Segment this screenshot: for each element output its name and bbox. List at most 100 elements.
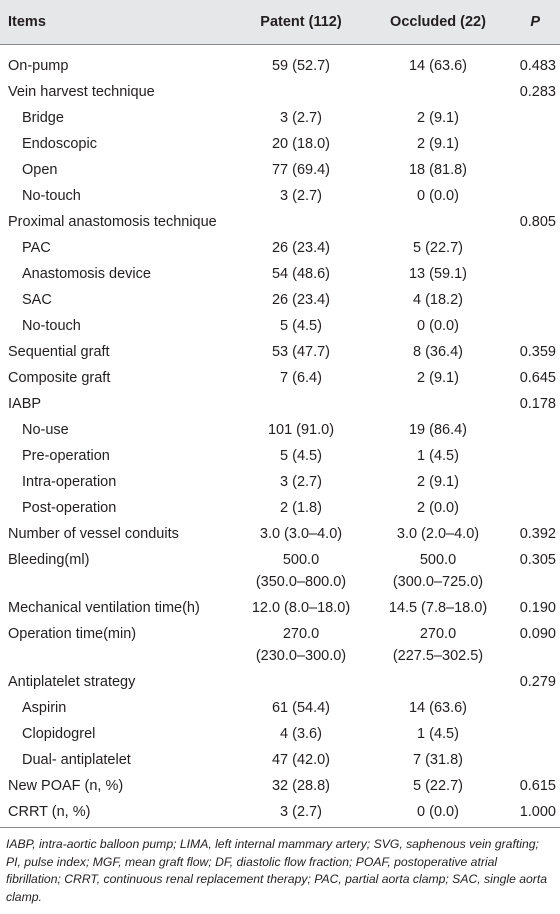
cell: [370, 79, 506, 105]
row: Vein harvest technique 0.283: [0, 79, 560, 105]
cell: 14 (63.6): [408, 58, 468, 74]
sub-row: No-touch 5 (4.5) 0 (0.0): [0, 313, 560, 339]
row-label: Sequential graft: [8, 344, 110, 360]
row-label: New POAF (n, %): [8, 778, 124, 794]
row-label: Antiplatelet strategy: [8, 674, 136, 690]
sub-row: Anastomosis device 54 (48.6) 13 (59.1): [0, 261, 560, 287]
row-label: Operation time(min): [8, 626, 137, 642]
cell: [370, 391, 506, 417]
cell: 7 (6.4): [280, 370, 322, 386]
cell: 0.645: [519, 370, 556, 386]
cell: 4 (3.6): [280, 726, 322, 742]
cell: 12.0 (8.0–18.0): [251, 600, 351, 616]
sub-row: Aspirin 61 (54.4) 14 (63.6): [0, 695, 560, 721]
row-label: Proximal anastomosis technique: [8, 214, 217, 230]
cell: 3.0 (3.0–4.0): [259, 526, 343, 542]
cell: 2 (9.1): [417, 136, 459, 152]
row-label: Bridge: [22, 110, 64, 126]
sub-row: Dual- antiplatelet 47 (42.0) 7 (31.8): [0, 747, 560, 773]
row: On-pump 59 (52.7) 14 (63.6) 0.483: [0, 45, 560, 80]
cell: 14 (63.6): [408, 700, 468, 716]
sub-row: PAC 26 (23.4) 5 (22.7): [0, 235, 560, 261]
row: Antiplatelet strategy 0.279: [0, 669, 560, 695]
row-label: IABP: [8, 396, 42, 412]
header-cell: P: [506, 0, 560, 45]
row-label: No-touch: [22, 318, 81, 334]
row-label: Number of vessel conduits: [8, 526, 179, 542]
cell: 0.283: [519, 84, 556, 100]
footnote: IABP, intra-aortic balloon pump; LIMA, l…: [6, 837, 548, 904]
cell: [506, 157, 560, 183]
sub-row: Pre-operation 5 (4.5) 1 (4.5): [0, 443, 560, 469]
row-label: Composite graft: [8, 370, 111, 386]
cell: [506, 495, 560, 521]
row-label: Dual- antiplatelet: [22, 752, 131, 768]
cell: 0.279: [519, 674, 556, 690]
sub-row: Post-operation 2 (1.8) 2 (0.0): [0, 495, 560, 521]
row: Sequential graft 53 (47.7) 8 (36.4) 0.359: [0, 339, 560, 365]
table-body: On-pump 59 (52.7) 14 (63.6) 0.483 Vein harve…: [0, 45, 560, 828]
header-cell: Items: [0, 0, 232, 45]
cell: 4 (18.2): [413, 292, 463, 308]
header-cell: Patent (112): [232, 0, 370, 45]
row-label: Intra-operation: [22, 474, 117, 490]
row-label: Open: [22, 162, 58, 178]
cell: [506, 469, 560, 495]
cell: 26 (23.4): [271, 240, 331, 256]
row: IABP 0.178: [0, 391, 560, 417]
cell: 8 (36.4): [413, 344, 463, 360]
sub-row: Endoscopic 20 (18.0) 2 (9.1): [0, 131, 560, 157]
sub-row: No-touch 3 (2.7) 0 (0.0): [0, 183, 560, 209]
cell: [506, 695, 560, 721]
row-label: SAC: [22, 292, 52, 308]
cell: 500.0 (350.0–800.0): [255, 552, 347, 590]
cell: 1.000: [506, 799, 560, 828]
cell: 270.0 (227.5–302.5): [392, 626, 484, 664]
row-label: Vein harvest technique: [8, 84, 155, 100]
row: Number of vessel conduits 3.0 (3.0–4.0) 3.…: [0, 521, 560, 547]
row-label: PAC: [22, 240, 51, 256]
cell: 3 (2.7): [280, 474, 322, 490]
row-label: Mechanical ventilation time(h): [8, 600, 200, 616]
cell: [506, 313, 560, 339]
cell: [506, 287, 560, 313]
cell: 500.0 (300.0–725.0): [392, 552, 484, 590]
cell: 7 (31.8): [413, 752, 463, 768]
table-header: Items Patent (112) Occluded (22) P: [0, 0, 560, 45]
row-label: No-use: [22, 422, 69, 438]
cell: 0 (0.0): [370, 799, 506, 828]
cell: 270.0 (230.0–300.0): [255, 626, 347, 664]
cell: 2 (9.1): [417, 370, 459, 386]
cell: 20 (18.0): [271, 136, 331, 152]
cell: 0.190: [519, 600, 556, 616]
cell: 0.178: [519, 396, 556, 412]
row-label: Endoscopic: [22, 136, 97, 152]
cell: [506, 183, 560, 209]
cell: 0.305: [519, 552, 556, 568]
cell: 5 (4.5): [280, 318, 322, 334]
row: Composite graft 7 (6.4) 2 (9.1) 0.645: [0, 365, 560, 391]
cell: 14.5 (7.8–18.0): [388, 600, 488, 616]
cell: [232, 669, 370, 695]
cell: 54 (48.6): [271, 266, 331, 282]
cell: [506, 235, 560, 261]
cell: 3 (2.7): [280, 110, 322, 126]
cell: 1 (4.5): [417, 448, 459, 464]
cell: [370, 209, 506, 235]
cell: 26 (23.4): [271, 292, 331, 308]
sub-row: Clopidogrel 4 (3.6) 1 (4.5): [0, 721, 560, 747]
cell: 0.615: [519, 778, 556, 794]
cell: [506, 417, 560, 443]
row: New POAF (n, %) 32 (28.8) 5 (22.7) 0.615: [0, 773, 560, 799]
data-table: Items Patent (112) Occluded (22) P On-pu…: [0, 0, 560, 828]
cell: 2 (9.1): [417, 110, 459, 126]
row-label: CRRT (n, %): [0, 799, 232, 828]
cell: 3.0 (2.0–4.0): [396, 526, 480, 542]
cell: 59 (52.7): [271, 58, 331, 74]
cell: 19 (86.4): [408, 422, 468, 438]
cell: 0 (0.0): [417, 188, 459, 204]
sub-row: Intra-operation 3 (2.7) 2 (9.1): [0, 469, 560, 495]
cell: [370, 669, 506, 695]
header-cell: Occluded (22): [370, 0, 506, 45]
